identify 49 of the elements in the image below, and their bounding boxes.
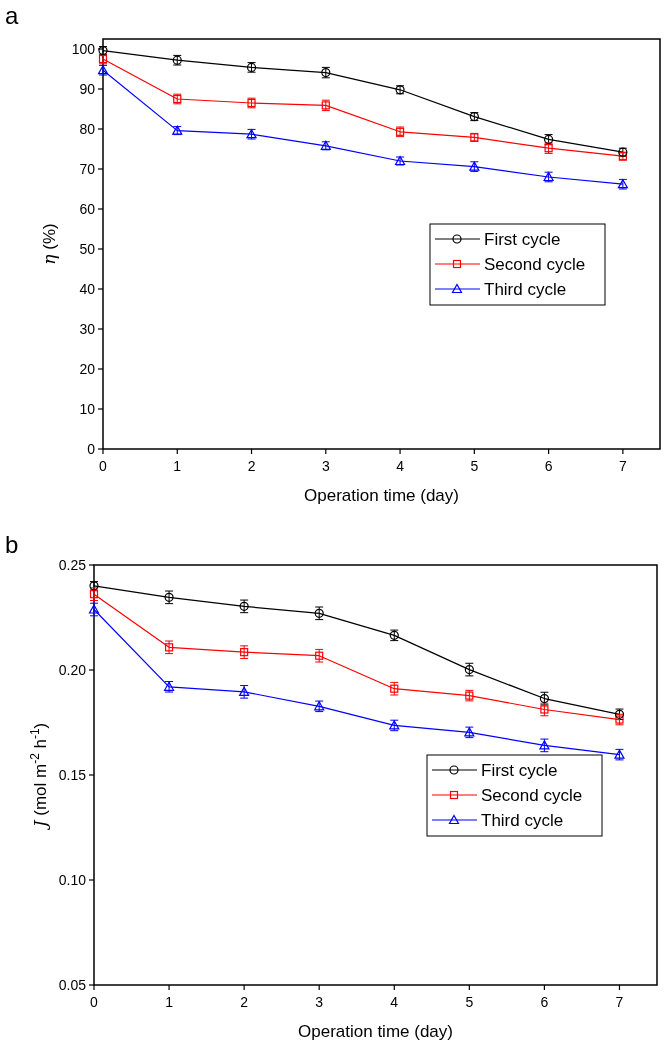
line-series <box>97 65 628 189</box>
legend-label: Second cycle <box>484 255 586 274</box>
y-tick-label: 10 <box>79 401 96 417</box>
point <box>89 590 99 599</box>
x-tick-label: 6 <box>544 458 553 474</box>
legend-label: Third cycle <box>484 280 567 299</box>
point <box>89 581 99 591</box>
x-tick-label: 1 <box>165 994 174 1010</box>
chart-title: b <box>5 531 19 558</box>
x-tick-label: 3 <box>321 458 330 474</box>
x-tick-label: 1 <box>173 458 182 474</box>
x-tick-label: 0 <box>99 458 108 474</box>
y-tick-label: 60 <box>79 201 96 217</box>
y-tick-label: 40 <box>79 281 96 297</box>
x-axis-title: Operation time (day) <box>298 1022 453 1041</box>
y-tick-label: 0.15 <box>58 767 87 783</box>
legend-label: Third cycle <box>481 811 564 830</box>
y-tick-label: 20 <box>79 361 96 377</box>
x-tick-label: 5 <box>465 994 474 1010</box>
x-tick-label: 6 <box>540 994 549 1010</box>
y-axis-title: η (%) <box>39 223 59 265</box>
y-tick-label: 0.10 <box>58 872 87 888</box>
y-tick-label: 70 <box>79 161 96 177</box>
line-series <box>88 604 625 759</box>
y-tick-label: 0 <box>87 441 96 457</box>
y-tick-label: 0.05 <box>58 977 87 993</box>
legend-label: Second cycle <box>481 786 583 805</box>
x-tick-label: 5 <box>470 458 479 474</box>
x-tick-label: 2 <box>247 458 256 474</box>
y-tick-label: 90 <box>79 81 96 97</box>
legend-label: First cycle <box>481 761 558 780</box>
y-tick-label: 30 <box>79 321 96 337</box>
y-tick-label: 100 <box>71 41 96 57</box>
point <box>98 54 108 64</box>
y-tick-label: 0.20 <box>58 662 87 678</box>
x-tick-label: 4 <box>396 458 405 474</box>
x-tick-label: 3 <box>315 994 324 1010</box>
x-tick-label: 4 <box>390 994 399 1010</box>
x-tick-label: 2 <box>240 994 249 1010</box>
x-tick-label: 7 <box>615 994 624 1010</box>
point <box>88 604 100 614</box>
chart-title: a <box>5 2 19 29</box>
y-tick-label: 80 <box>79 121 96 137</box>
point <box>97 65 109 75</box>
legend-label: First cycle <box>484 230 561 249</box>
y-tick-label: 0.25 <box>58 557 87 573</box>
y-tick-label: 50 <box>79 241 96 257</box>
x-axis-title: Operation time (day) <box>304 486 459 505</box>
x-tick-label: 7 <box>618 458 627 474</box>
